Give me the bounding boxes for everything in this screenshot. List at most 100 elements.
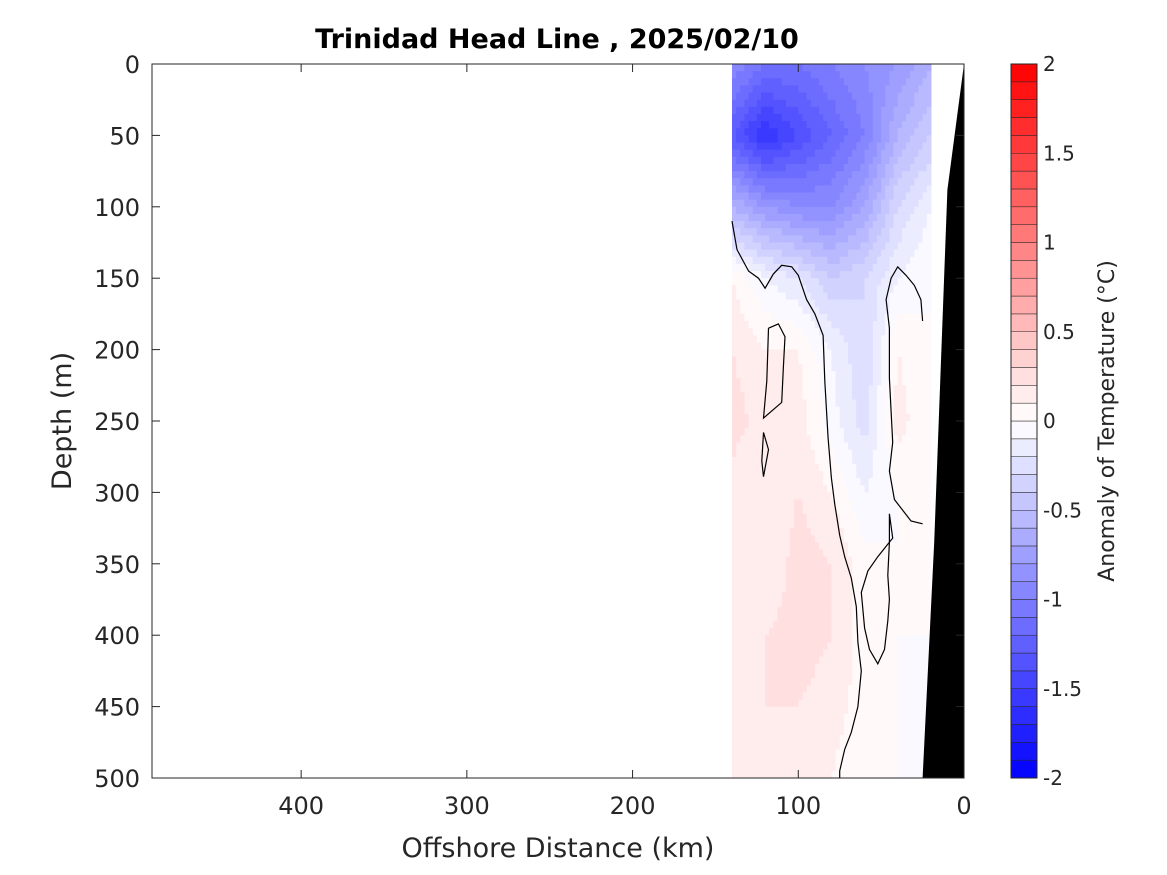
heatmap-cell xyxy=(918,742,924,751)
heatmap-cell xyxy=(843,64,849,72)
heatmap-cell xyxy=(794,678,799,686)
heatmap-cell xyxy=(839,635,845,643)
heatmap-cell xyxy=(761,285,766,294)
colorbar-level xyxy=(1010,242,1038,261)
heatmap-cell xyxy=(877,728,882,736)
heatmap-cell xyxy=(914,228,920,236)
heatmap-cell xyxy=(918,478,924,486)
heatmap-cell xyxy=(769,106,775,115)
heatmap-cell xyxy=(831,199,837,208)
heatmap-cell xyxy=(852,456,857,465)
heatmap-cell xyxy=(827,513,833,522)
heatmap-cell xyxy=(843,413,849,422)
heatmap-cell xyxy=(864,435,870,444)
heatmap-cell xyxy=(748,142,754,151)
heatmap-cell xyxy=(798,285,804,294)
heatmap-cell xyxy=(802,64,808,72)
heatmap-cell xyxy=(802,542,808,551)
heatmap-cell xyxy=(889,135,895,144)
heatmap-cell xyxy=(839,399,845,408)
heatmap-cell xyxy=(906,228,911,236)
heatmap-cell xyxy=(864,313,870,322)
heatmap-cell xyxy=(893,720,899,729)
heatmap-cell xyxy=(831,763,837,772)
heatmap-cell xyxy=(897,635,903,643)
heatmap-cell xyxy=(918,206,924,215)
heatmap-cell xyxy=(732,442,737,451)
heatmap-cell xyxy=(889,585,895,593)
heatmap-cell xyxy=(922,456,928,465)
heatmap-cell xyxy=(881,221,886,229)
heatmap-cell xyxy=(831,478,837,486)
heatmap-cell xyxy=(843,128,849,136)
heatmap-cell xyxy=(819,656,824,665)
heatmap-cell xyxy=(843,728,849,736)
heatmap-cell xyxy=(831,106,837,115)
heatmap-cell xyxy=(831,628,837,636)
heatmap-cell xyxy=(835,128,841,136)
heatmap-cell xyxy=(906,92,911,101)
heatmap-cell xyxy=(872,421,878,429)
heatmap-cell xyxy=(765,770,770,778)
heatmap-cell xyxy=(914,435,920,444)
heatmap-cell xyxy=(856,192,862,201)
heatmap-cell xyxy=(926,213,932,222)
heatmap-cell xyxy=(802,549,808,558)
heatmap-cell xyxy=(906,656,911,665)
heatmap-cell xyxy=(918,713,924,722)
heatmap-cell xyxy=(910,356,915,365)
heatmap-cell xyxy=(819,256,824,265)
heatmap-cell xyxy=(901,128,907,136)
heatmap-cell xyxy=(769,699,775,708)
heatmap-cell xyxy=(881,121,886,129)
heatmap-cell xyxy=(794,656,799,665)
heatmap-cell xyxy=(736,371,741,379)
heatmap-cell xyxy=(765,742,770,751)
heatmap-cell xyxy=(756,470,762,479)
heatmap-cell xyxy=(744,335,750,344)
heatmap-cell xyxy=(827,285,833,294)
heatmap-cell xyxy=(852,770,857,778)
heatmap-cell xyxy=(794,171,799,179)
heatmap-cell xyxy=(748,342,754,351)
heatmap-cell xyxy=(897,342,903,351)
heatmap-cell xyxy=(877,92,882,101)
heatmap-cell xyxy=(732,470,737,479)
heatmap-cell xyxy=(732,578,737,586)
heatmap-cell xyxy=(885,192,891,201)
heatmap-cell xyxy=(885,349,891,358)
heatmap-cell xyxy=(736,178,741,186)
heatmap-cell xyxy=(819,349,824,358)
heatmap-cell xyxy=(831,306,837,315)
heatmap-cell xyxy=(827,199,833,208)
heatmap-cell xyxy=(914,720,920,729)
heatmap-cell xyxy=(806,392,812,401)
heatmap-cell xyxy=(752,313,758,322)
heatmap-cell xyxy=(901,635,907,643)
heatmap-cell xyxy=(777,121,783,129)
heatmap-cell xyxy=(777,135,783,144)
heatmap-cell xyxy=(835,756,841,765)
heatmap-cell xyxy=(761,542,766,551)
heatmap-cell xyxy=(819,142,824,151)
heatmap-cell xyxy=(901,213,907,222)
heatmap-cell xyxy=(835,249,841,258)
heatmap-cell xyxy=(810,728,816,736)
colorbar-level xyxy=(1010,670,1038,690)
heatmap-cell xyxy=(773,228,779,236)
heatmap-cell xyxy=(827,606,833,615)
heatmap-cell xyxy=(839,64,845,72)
heatmap-cell xyxy=(901,678,907,686)
heatmap-cell xyxy=(860,106,866,115)
heatmap-cell xyxy=(885,213,891,222)
heatmap-cell xyxy=(748,263,754,272)
heatmap-cell xyxy=(877,171,882,179)
heatmap-cell xyxy=(835,106,841,115)
heatmap-cell xyxy=(806,271,812,279)
heatmap-cell xyxy=(827,156,833,165)
heatmap-cell xyxy=(877,278,882,286)
heatmap-cell xyxy=(885,199,891,208)
heatmap-cell xyxy=(893,449,899,458)
heatmap-cell xyxy=(798,578,804,586)
heatmap-cell xyxy=(885,642,891,651)
